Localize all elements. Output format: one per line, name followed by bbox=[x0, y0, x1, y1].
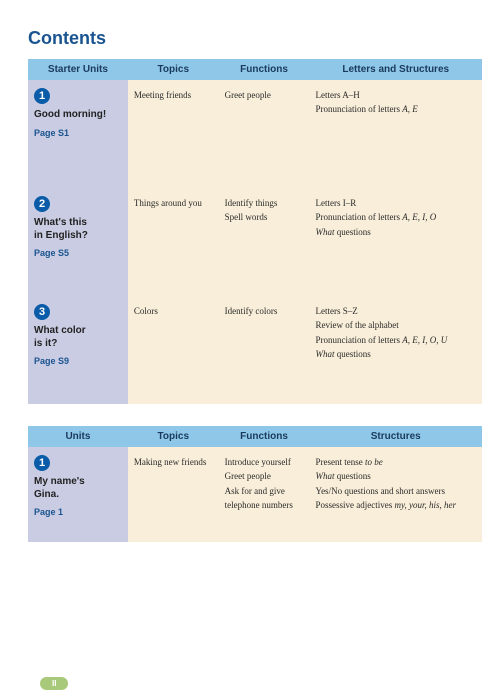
structure-item: Review of the alphabet bbox=[315, 318, 476, 332]
topic-item: Making new friends bbox=[134, 455, 213, 469]
structure-item: Letters S–Z bbox=[315, 304, 476, 318]
function-item: Identify things bbox=[225, 196, 304, 210]
function-item: Identify colors bbox=[225, 304, 304, 318]
unit-page-ref: Page S5 bbox=[34, 246, 122, 260]
structure-item: What questions bbox=[315, 347, 476, 361]
table-row: 1 Good morning! Page S1 Meeting friends … bbox=[28, 80, 482, 188]
structure-item: Letters I–R bbox=[315, 196, 476, 210]
function-item: Greet people bbox=[225, 88, 304, 102]
topic-item: Meeting friends bbox=[134, 88, 213, 102]
table-row: 3 What coloris it? Page S9 Colors Identi… bbox=[28, 296, 482, 404]
functions-cell: Greet people bbox=[219, 80, 310, 188]
unit-number-badge: 1 bbox=[34, 88, 50, 104]
col-header: Units bbox=[28, 426, 128, 447]
unit-title: What's thisin English? bbox=[34, 217, 122, 242]
topics-cell: Colors bbox=[128, 296, 219, 404]
unit-number-badge: 3 bbox=[34, 304, 50, 320]
structure-item: Pronunciation of letters A, E, I, O bbox=[315, 210, 476, 224]
unit-page-ref: Page S1 bbox=[34, 126, 122, 140]
table-row: 2 What's thisin English? Page S5 Things … bbox=[28, 188, 482, 296]
col-header: Letters and Structures bbox=[309, 59, 482, 80]
structure-item: Pronunciation of letters A, E bbox=[315, 102, 476, 116]
structure-item: Pronunciation of letters A, E, I, O, U bbox=[315, 333, 476, 347]
page-title: Contents bbox=[28, 28, 482, 49]
unit-cell: 1 My name'sGina. Page 1 bbox=[28, 447, 128, 542]
starter-units-table: Starter Units Topics Functions Letters a… bbox=[28, 59, 482, 404]
function-item: Spell words bbox=[225, 210, 304, 224]
topic-item: Colors bbox=[134, 304, 213, 318]
structures-cell: Letters I–R Pronunciation of letters A, … bbox=[309, 188, 482, 296]
functions-cell: Identify things Spell words bbox=[219, 188, 310, 296]
structures-cell: Present tense to be What questions Yes/N… bbox=[309, 447, 482, 542]
topics-cell: Things around you bbox=[128, 188, 219, 296]
functions-cell: Identify colors bbox=[219, 296, 310, 404]
unit-title: What coloris it? bbox=[34, 325, 122, 350]
topics-cell: Making new friends bbox=[128, 447, 219, 542]
structure-item: Possessive adjectives my, your, his, her bbox=[315, 498, 476, 512]
structure-item: Letters A–H bbox=[315, 88, 476, 102]
col-header: Functions bbox=[219, 59, 310, 80]
unit-cell: 1 Good morning! Page S1 bbox=[28, 80, 128, 188]
units-table: Units Topics Functions Structures 1 My n… bbox=[28, 426, 482, 542]
functions-cell: Introduce yourself Greet people Ask for … bbox=[219, 447, 310, 542]
contents-page: Contents Starter Units Topics Functions … bbox=[0, 0, 500, 700]
structure-item: Yes/No questions and short answers bbox=[315, 484, 476, 498]
col-header: Starter Units bbox=[28, 59, 128, 80]
unit-title: My name'sGina. bbox=[34, 476, 122, 501]
col-header: Structures bbox=[309, 426, 482, 447]
unit-number-badge: 2 bbox=[34, 196, 50, 212]
col-header: Topics bbox=[128, 59, 219, 80]
table-header-row: Units Topics Functions Structures bbox=[28, 426, 482, 447]
col-header: Topics bbox=[128, 426, 219, 447]
table-header-row: Starter Units Topics Functions Letters a… bbox=[28, 59, 482, 80]
structure-item: What questions bbox=[315, 225, 476, 239]
unit-page-ref: Page S9 bbox=[34, 354, 122, 368]
spacer bbox=[28, 404, 482, 426]
col-header: Functions bbox=[219, 426, 310, 447]
structure-item: What questions bbox=[315, 469, 476, 483]
unit-page-ref: Page 1 bbox=[34, 505, 122, 519]
topics-cell: Meeting friends bbox=[128, 80, 219, 188]
unit-cell: 3 What coloris it? Page S9 bbox=[28, 296, 128, 404]
topic-item: Things around you bbox=[134, 196, 213, 210]
function-item: Greet people bbox=[225, 469, 304, 483]
table-row: 1 My name'sGina. Page 1 Making new frien… bbox=[28, 447, 482, 542]
function-item: Ask for and give telephone numbers bbox=[225, 484, 304, 513]
unit-title: Good morning! bbox=[34, 109, 122, 122]
unit-cell: 2 What's thisin English? Page S5 bbox=[28, 188, 128, 296]
structures-cell: Letters S–Z Review of the alphabet Pronu… bbox=[309, 296, 482, 404]
page-number-badge: II bbox=[40, 677, 68, 690]
function-item: Introduce yourself bbox=[225, 455, 304, 469]
unit-number-badge: 1 bbox=[34, 455, 50, 471]
structure-item: Present tense to be bbox=[315, 455, 476, 469]
structures-cell: Letters A–H Pronunciation of letters A, … bbox=[309, 80, 482, 188]
